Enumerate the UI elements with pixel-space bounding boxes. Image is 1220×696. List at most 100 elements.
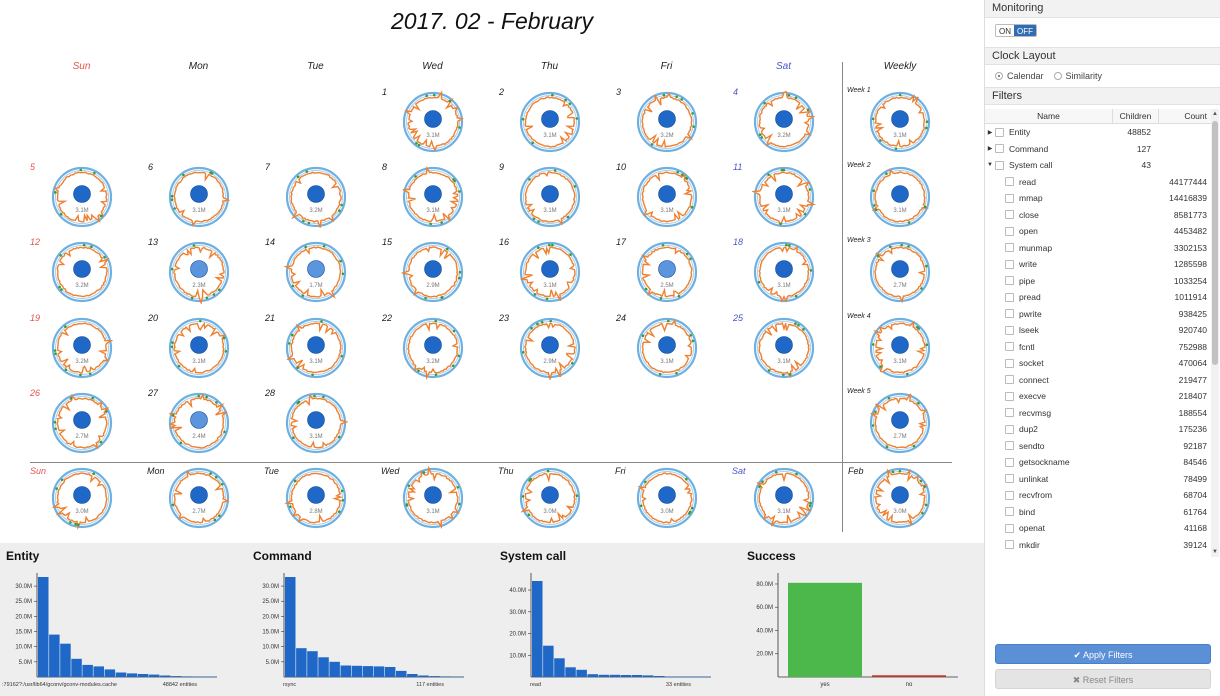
day-clock[interactable]: 3.1M — [752, 240, 816, 304]
filter-item-row[interactable]: mkdir 39124 — [985, 537, 1211, 554]
filter-item-row[interactable]: write 1285598 — [985, 256, 1211, 273]
filter-item-row[interactable]: mmap 14416839 — [985, 190, 1211, 207]
filter-item-row[interactable]: pipe 1033254 — [985, 273, 1211, 290]
filter-item-row[interactable]: execve 218407 — [985, 388, 1211, 405]
summary-cell[interactable]: Sat 3.1M — [732, 466, 849, 541]
day-clock[interactable]: 3.1M — [635, 165, 699, 229]
success-chart-svg[interactable]: 20.0M 40.0M 60.0M 80.0M yes no — [741, 565, 981, 695]
filter-checkbox[interactable] — [995, 160, 1004, 170]
day-clock[interactable]: 3.2M — [50, 240, 114, 304]
filter-checkbox[interactable] — [1005, 523, 1014, 533]
summary-cell[interactable]: Feb 3.0M — [848, 466, 965, 541]
filter-checkbox[interactable] — [1005, 210, 1014, 220]
week-cell[interactable]: Week 4 3.1M — [843, 313, 960, 388]
filter-item-row[interactable]: read 44177444 — [985, 174, 1211, 191]
filter-item-row[interactable]: getsockname 84546 — [985, 454, 1211, 471]
day-cell[interactable]: 12 3.2M — [23, 237, 140, 312]
summary-cell[interactable]: Thu 3.0M — [498, 466, 615, 541]
filter-checkbox[interactable] — [995, 144, 1004, 154]
filter-checkbox[interactable] — [1005, 292, 1014, 302]
expand-caret-icon[interactable]: ▶ — [987, 129, 993, 136]
filter-item-row[interactable]: unlinkat 78499 — [985, 471, 1211, 488]
scroll-down-icon[interactable]: ▼ — [1212, 549, 1218, 555]
filter-checkbox[interactable] — [1005, 342, 1014, 352]
filter-group-row[interactable]: ▶ Entity 48852 — [985, 124, 1211, 141]
day-cell[interactable]: 23 2.9M — [491, 313, 608, 388]
week-cell[interactable]: Week 2 3.1M — [843, 162, 960, 237]
filter-item-row[interactable]: recvfrom 68704 — [985, 487, 1211, 504]
day-clock[interactable]: 2.3M — [167, 240, 231, 304]
success-chart[interactable]: Success 20.0M 40.0M 60.0M 80.0M yes no — [741, 543, 987, 696]
week-clock[interactable]: 3.1M — [868, 90, 932, 154]
summary-clock[interactable]: 3.0M — [635, 466, 699, 530]
entity-chart[interactable]: Entity 5.0M 10.0M 15.0M 20.0M 25.0M 30.0M:791… — [0, 543, 246, 696]
expand-caret-icon[interactable]: ▼ — [987, 162, 993, 169]
filter-item-row[interactable]: open 4453482 — [985, 223, 1211, 240]
filter-checkbox[interactable] — [1005, 540, 1014, 550]
filter-checkbox[interactable] — [995, 127, 1004, 137]
command-chart-svg[interactable]: 5.0M 10.0M 15.0M 20.0M 25.0M 30.0M rsync 117 en… — [247, 565, 487, 695]
day-cell[interactable]: 11 3.1M — [725, 162, 842, 237]
day-clock[interactable]: 3.1M — [401, 90, 465, 154]
day-clock[interactable]: 3.1M — [635, 316, 699, 380]
scroll-up-icon[interactable]: ▲ — [1212, 111, 1218, 117]
filter-checkbox[interactable] — [1005, 391, 1014, 401]
filter-item-row[interactable]: connect 219477 — [985, 372, 1211, 389]
filter-item-row[interactable]: lseek 920740 — [985, 322, 1211, 339]
day-cell[interactable]: 24 3.1M — [608, 313, 725, 388]
filter-item-row[interactable]: socket 470064 — [985, 355, 1211, 372]
day-cell[interactable]: 28 3.1M — [257, 388, 374, 463]
day-clock[interactable]: 3.2M — [50, 316, 114, 380]
filter-item-row[interactable]: dup2 175236 — [985, 421, 1211, 438]
day-cell[interactable]: 2 3.1M — [491, 87, 608, 162]
summary-clock[interactable]: 3.0M — [50, 466, 114, 530]
summary-cell[interactable]: Fri 3.0M — [615, 466, 732, 541]
filter-item-row[interactable]: fcntl 752988 — [985, 339, 1211, 356]
day-clock[interactable]: 3.1M — [518, 90, 582, 154]
day-cell[interactable]: 16 3.1M — [491, 237, 608, 312]
summary-clock[interactable]: 3.1M — [401, 466, 465, 530]
day-clock[interactable]: 3.1M — [50, 165, 114, 229]
summary-clock[interactable]: 3.1M — [752, 466, 816, 530]
filter-item-row[interactable]: bind 61764 — [985, 504, 1211, 521]
summary-cell[interactable]: Wed 3.1M — [381, 466, 498, 541]
day-clock[interactable]: 3.1M — [401, 165, 465, 229]
filter-item-row[interactable]: pread 1011914 — [985, 289, 1211, 306]
filter-checkbox[interactable] — [1005, 375, 1014, 385]
day-cell[interactable]: 14 1.7M — [257, 237, 374, 312]
day-clock[interactable]: 3.1M — [518, 165, 582, 229]
filter-checkbox[interactable] — [1005, 457, 1014, 467]
toggle-off[interactable]: OFF — [1014, 25, 1036, 36]
command-chart[interactable]: Command 5.0M 10.0M 15.0M 20.0M 25.0M 30.0M rsy… — [247, 543, 493, 696]
day-cell[interactable]: 9 3.1M — [491, 162, 608, 237]
filter-checkbox[interactable] — [1005, 490, 1014, 500]
col-count-header[interactable]: Count — [1184, 111, 1207, 121]
day-cell[interactable]: 3 3.2M — [608, 87, 725, 162]
day-cell[interactable]: 10 3.1M — [608, 162, 725, 237]
day-clock[interactable]: 3.1M — [752, 316, 816, 380]
summary-clock[interactable]: 3.0M — [518, 466, 582, 530]
day-cell[interactable]: 5 3.1M — [23, 162, 140, 237]
filter-item-row[interactable]: sendto 92187 — [985, 438, 1211, 455]
day-cell[interactable]: 18 3.1M — [725, 237, 842, 312]
filter-checkbox[interactable] — [1005, 309, 1014, 319]
day-cell[interactable]: 17 2.5M — [608, 237, 725, 312]
day-clock[interactable]: 3.1M — [167, 165, 231, 229]
syscall-chart-svg[interactable]: 10.0M 20.0M 30.0M 40.0M read 33 entities — [494, 565, 734, 695]
calendar-radio[interactable] — [995, 72, 1003, 80]
calendar-radio-label[interactable]: Calendar — [1007, 71, 1044, 81]
day-cell[interactable]: 4 3.2M — [725, 87, 842, 162]
week-clock[interactable]: 2.7M — [868, 391, 932, 455]
filter-checkbox[interactable] — [1005, 259, 1014, 269]
day-cell[interactable]: 27 2.4M — [140, 388, 257, 463]
summary-cell[interactable]: Sun 3.0M — [30, 466, 147, 541]
filter-group-row[interactable]: ▼ System call 43 — [985, 157, 1211, 174]
day-clock[interactable]: 3.2M — [752, 90, 816, 154]
filter-item-row[interactable]: munmap 3302153 — [985, 240, 1211, 257]
similarity-radio[interactable] — [1053, 72, 1062, 80]
filter-checkbox[interactable] — [1005, 424, 1014, 434]
summary-clock[interactable]: 2.8M — [284, 466, 348, 530]
monitoring-toggle[interactable]: ON OFF — [995, 24, 1037, 37]
day-clock[interactable]: 1.7M — [284, 240, 348, 304]
scroll-thumb[interactable] — [1212, 121, 1218, 365]
